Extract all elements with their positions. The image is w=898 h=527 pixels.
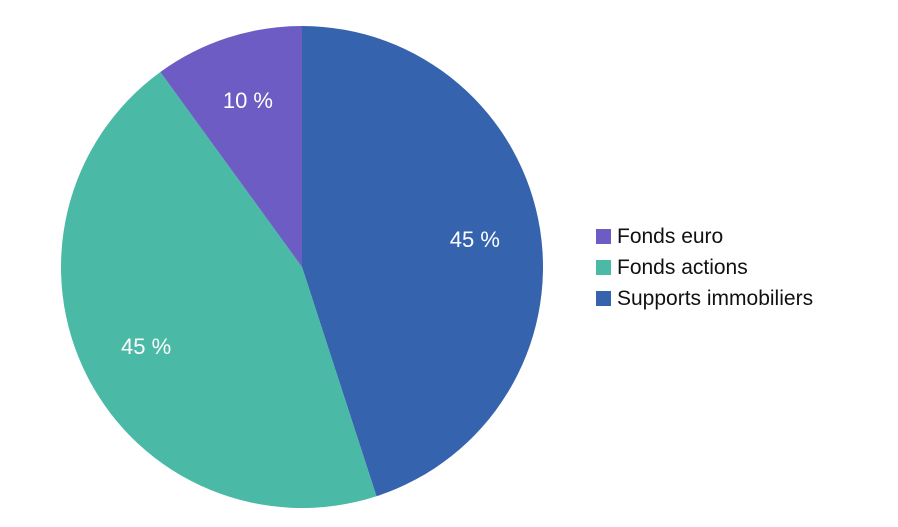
legend: Fonds euro Fonds actions Supports immobi… <box>596 224 813 311</box>
legend-item-fonds-actions: Fonds actions <box>596 255 813 280</box>
pie-slice-label-fonds-actions: 45 % <box>121 334 171 359</box>
pie-slice-labels: 45 % 45 % 10 % <box>121 88 500 359</box>
legend-item-supports-immobiliers: Supports immobiliers <box>596 286 813 311</box>
legend-swatch-fonds-actions <box>596 260 611 275</box>
pie-slice-label-fonds-euro: 10 % <box>223 88 273 113</box>
pie-slice-label-supports-immobiliers: 45 % <box>450 227 500 252</box>
legend-label-supports-immobiliers: Supports immobiliers <box>617 286 814 310</box>
pie-slices <box>60 26 544 509</box>
legend-swatch-fonds-euro <box>596 229 611 244</box>
pie-slice-supports-immobiliers <box>302 26 544 497</box>
pie-slice-fonds-actions <box>60 72 377 509</box>
legend-item-fonds-euro: Fonds euro <box>596 224 813 249</box>
legend-label-fonds-euro: Fonds euro <box>617 224 724 248</box>
pie-slice-fonds-euro <box>160 26 302 267</box>
legend-swatch-supports-immobiliers <box>596 291 611 306</box>
legend-label-fonds-actions: Fonds actions <box>617 255 748 279</box>
